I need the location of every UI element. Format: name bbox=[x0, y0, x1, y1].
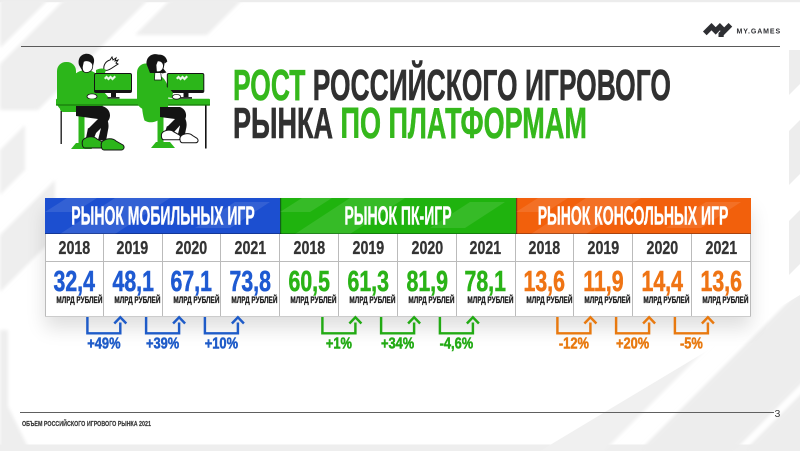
svg-text:-4,6%: -4,6% bbox=[440, 335, 474, 353]
svg-text:MY.GAMES: MY.GAMES bbox=[737, 28, 782, 35]
svg-text:+39%: +39% bbox=[146, 335, 179, 353]
svg-text:-12%: -12% bbox=[559, 335, 589, 353]
svg-text:+34%: +34% bbox=[381, 335, 414, 353]
svg-text:+49%: +49% bbox=[87, 335, 120, 353]
svg-text:-5%: -5% bbox=[680, 335, 703, 353]
svg-text:+1%: +1% bbox=[326, 335, 352, 353]
svg-text:+20%: +20% bbox=[616, 335, 649, 353]
svg-text:+10%: +10% bbox=[205, 335, 238, 353]
